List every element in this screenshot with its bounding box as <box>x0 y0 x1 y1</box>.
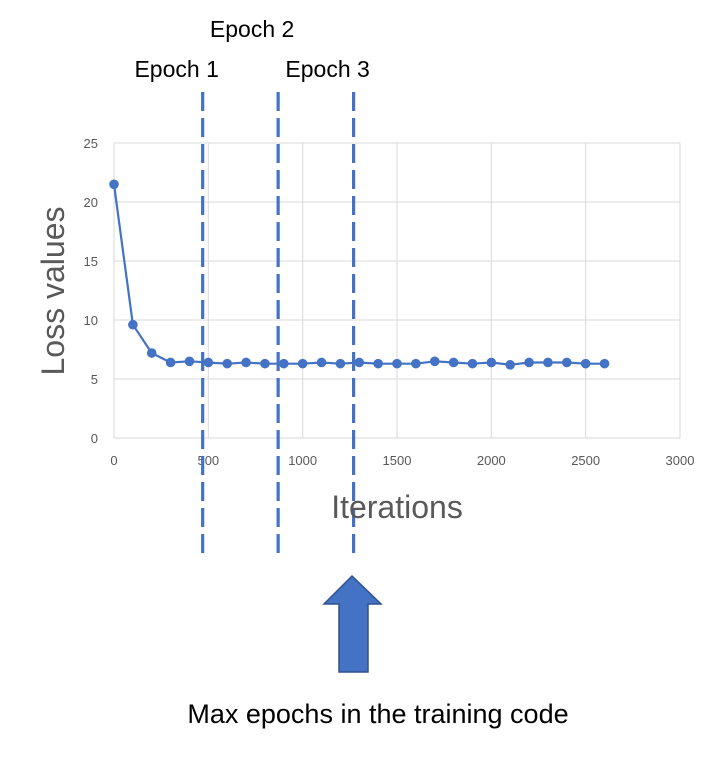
y-tick-label: 5 <box>91 372 98 387</box>
epoch-label: Epoch 3 <box>285 56 369 82</box>
loss-point <box>109 179 119 190</box>
loss-point <box>599 358 610 369</box>
y-tick-label: 15 <box>84 254 98 269</box>
axes: 0 5 10 15 20 25 0 500 1000 1500 2000 2500 3000 <box>84 136 695 468</box>
y-tick-label: 20 <box>84 195 98 210</box>
x-tick-label: 1000 <box>288 453 317 468</box>
loss-point <box>562 357 572 368</box>
loss-point <box>335 358 346 369</box>
loss-point <box>222 358 232 369</box>
loss-point <box>184 356 195 367</box>
loss-point <box>486 357 497 368</box>
loss-point <box>429 356 440 367</box>
x-axis-title: Iterations <box>331 489 463 525</box>
y-tick-label: 0 <box>91 431 98 446</box>
loss-point <box>165 357 176 368</box>
loss-point <box>411 358 421 369</box>
loss-point <box>146 348 157 358</box>
x-tick-label: 0 <box>110 453 117 468</box>
x-tick-label: 2500 <box>571 453 600 468</box>
loss-point <box>392 358 402 369</box>
loss-line <box>112 184 605 366</box>
x-tick-label: 2000 <box>477 453 506 468</box>
gridlines <box>113 142 681 439</box>
loss-point <box>316 357 327 368</box>
loss-point <box>203 357 214 368</box>
loss-point <box>354 357 365 368</box>
loss-series <box>109 179 610 370</box>
loss-point <box>279 358 289 369</box>
up-arrow-icon <box>322 574 383 673</box>
y-tick-label: 25 <box>84 136 98 151</box>
x-tick-label: 3000 <box>666 453 695 468</box>
loss-point <box>543 357 553 368</box>
loss-point <box>467 358 478 369</box>
loss-point <box>128 319 138 330</box>
loss-point <box>297 358 308 369</box>
epoch-label: Epoch 2 <box>210 16 294 42</box>
y-tick-label: 10 <box>84 313 98 328</box>
loss-point <box>580 358 591 369</box>
epoch-label: Epoch 1 <box>134 56 218 82</box>
arrow-caption: Max epochs in the training code <box>187 699 568 729</box>
loss-point <box>373 358 383 369</box>
loss-point <box>448 357 459 368</box>
loss-point <box>260 358 270 369</box>
loss-point <box>241 357 251 368</box>
y-axis-title: Loss values <box>35 207 71 376</box>
x-tick-label: 500 <box>197 453 219 468</box>
x-tick-label: 1500 <box>383 453 412 468</box>
loss-point <box>505 360 515 370</box>
epoch-markers: Epoch 1 Epoch 2 Epoch 3 <box>134 16 370 556</box>
loss-point <box>524 357 534 368</box>
